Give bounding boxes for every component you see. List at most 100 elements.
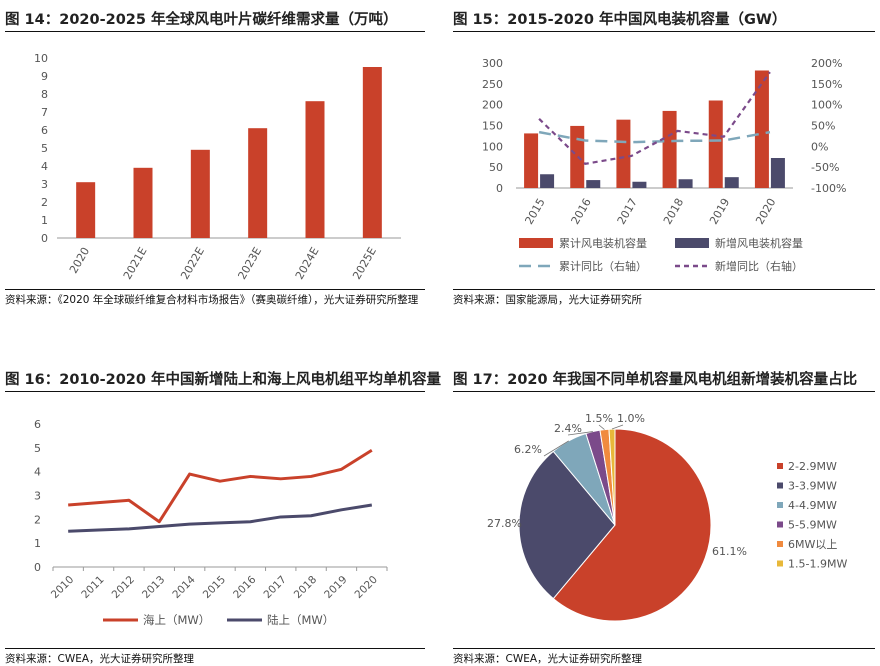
legend-label: 5-5.9MW	[788, 519, 837, 532]
y-right-tick-label: 150%	[811, 78, 842, 91]
y-tick-label: 2	[41, 196, 48, 209]
bar	[305, 101, 325, 238]
x-tick-label: 2012	[110, 574, 137, 601]
bar	[248, 128, 268, 238]
figure-16-top-rule	[5, 391, 425, 392]
x-tick-label: 2018	[661, 196, 686, 227]
legend-label: 2-2.9MW	[788, 460, 837, 473]
bar	[540, 174, 555, 188]
figure-15-title: 图 15：2015-2020 年中国风电装机容量（GW）	[453, 12, 787, 28]
y-tick-label: 3	[34, 490, 41, 503]
legend-label: 4-4.9MW	[788, 499, 837, 512]
y-tick-label: 4	[41, 160, 48, 173]
figure-15-chart: 0 50 100 150 200 250 300 -100% -50% 0% 50% 100% 150%…	[482, 57, 846, 273]
bar	[586, 180, 601, 188]
legend-label: 新增风电装机容量	[715, 236, 803, 250]
bar	[708, 100, 723, 188]
series-line	[538, 130, 771, 144]
y-tick-label: 8	[41, 88, 48, 101]
pie-data-label: 1.5%	[585, 412, 613, 425]
x-tick-label: 2020	[753, 196, 778, 227]
y-right-tick-label: 0%	[811, 140, 828, 153]
bar	[632, 181, 647, 188]
y-tick-label: 1	[41, 214, 48, 227]
y-tick-label: 5	[41, 142, 48, 155]
figure-14: 图 14：2020-2025 年全球风电叶片碳纤维需求量（万吨） 0 1 2 3 4 5 6…	[5, 0, 425, 320]
bar	[524, 133, 539, 188]
pie-data-label: 61.1%	[712, 545, 747, 558]
pie-data-label: 6.2%	[514, 443, 542, 456]
figure-17-title: 图 17：2020 年我国不同单机容量风电机组新增装机容量占比	[453, 372, 858, 388]
series-line	[68, 503, 373, 533]
bar	[662, 110, 677, 188]
bar	[724, 177, 739, 188]
y-right-tick-label: 200%	[811, 57, 842, 70]
legend-swatch	[777, 560, 783, 567]
y-left-tick-label: 250	[482, 78, 503, 91]
x-tick-label: 2017	[261, 574, 288, 601]
y-tick-label: 4	[34, 466, 41, 479]
y-left-tick-label: 200	[482, 99, 503, 112]
x-tick-label: 2022E	[178, 245, 207, 282]
bar	[190, 149, 210, 238]
pie-slice	[518, 450, 616, 600]
legend-swatch	[777, 463, 783, 469]
x-tick-label: 2020	[67, 245, 92, 276]
x-tick-label: 2024E	[293, 245, 322, 282]
pie-data-label: 27.8%	[487, 517, 522, 530]
pie-data-label: 1.0%	[617, 412, 645, 425]
x-tick-label: 2017	[615, 196, 640, 227]
pie-data-label: 2.4%	[554, 422, 582, 435]
x-tick-label: 2015	[522, 196, 547, 227]
legend-label: 新增同比（右轴）	[715, 259, 803, 273]
y-tick-label: 7	[41, 106, 48, 119]
legend-label: 3-3.9MW	[788, 480, 837, 493]
figure-15-top-rule	[453, 31, 875, 32]
bar	[754, 70, 769, 188]
figure-14-bottom-rule	[5, 289, 425, 290]
y-tick-label: 3	[41, 178, 48, 191]
y-tick-label: 6	[34, 418, 41, 431]
bar	[616, 119, 631, 188]
x-tick-label: 2025E	[350, 245, 379, 282]
y-left-tick-label: 50	[489, 161, 503, 174]
figure-15-bottom-rule	[453, 289, 875, 290]
series-line	[68, 448, 373, 524]
x-tick-label: 2014	[170, 573, 198, 601]
legend-swatch	[777, 521, 783, 528]
x-tick-label: 2011	[79, 574, 106, 601]
figure-14-title: 图 14：2020-2025 年全球风电叶片碳纤维需求量（万吨）	[5, 12, 398, 28]
y-tick-label: 2	[34, 513, 41, 526]
bar	[133, 167, 153, 238]
x-tick-label: 2010	[49, 574, 76, 601]
bar	[76, 182, 96, 238]
y-tick-label: 1	[34, 537, 41, 550]
y-right-tick-label: 50%	[811, 120, 835, 133]
x-tick-label: 2023E	[236, 245, 265, 282]
pie-leader-line	[611, 424, 624, 430]
y-tick-label: 6	[41, 124, 48, 137]
bar	[570, 125, 585, 188]
figure-17: 图 17：2020 年我国不同单机容量风电机组新增装机容量占比 61.1% 27.…	[453, 360, 875, 665]
pie-slice	[608, 428, 616, 526]
figure-14-chart: 0 1 2 3 4 5 6 7 8 9 10 2020 2021E 2022E 2023E 2024E 2025…	[34, 52, 401, 282]
x-tick-label: 2019	[707, 196, 732, 227]
figure-14-source: 资料来源：《2020 年全球碳纤维复合材料市场报告》（赛奥碳纤维），光大证券研究…	[5, 294, 419, 306]
pie-slice	[552, 428, 712, 622]
figure-16-bottom-rule	[5, 648, 425, 649]
y-left-tick-label: 300	[482, 57, 503, 70]
figure-15: 图 15：2015-2020 年中国风电装机容量（GW） 0 50 100 150 20…	[453, 0, 875, 320]
x-tick-label: 2016	[569, 196, 594, 227]
legend-label: 累计风电装机容量	[559, 236, 647, 250]
y-right-tick-label: 100%	[811, 99, 842, 112]
legend-label: 6MW以上	[788, 538, 837, 551]
y-right-tick-label: -100%	[811, 182, 846, 195]
bar	[362, 67, 382, 238]
legend-swatch	[777, 482, 783, 489]
figure-17-source: 资料来源：CWEA，光大证券研究所整理	[453, 653, 643, 665]
y-tick-label: 5	[34, 442, 41, 455]
pie-leader-line	[567, 431, 593, 436]
pie-leader-line	[598, 424, 605, 430]
figure-16-source: 资料来源：CWEA，光大证券研究所整理	[5, 653, 195, 665]
